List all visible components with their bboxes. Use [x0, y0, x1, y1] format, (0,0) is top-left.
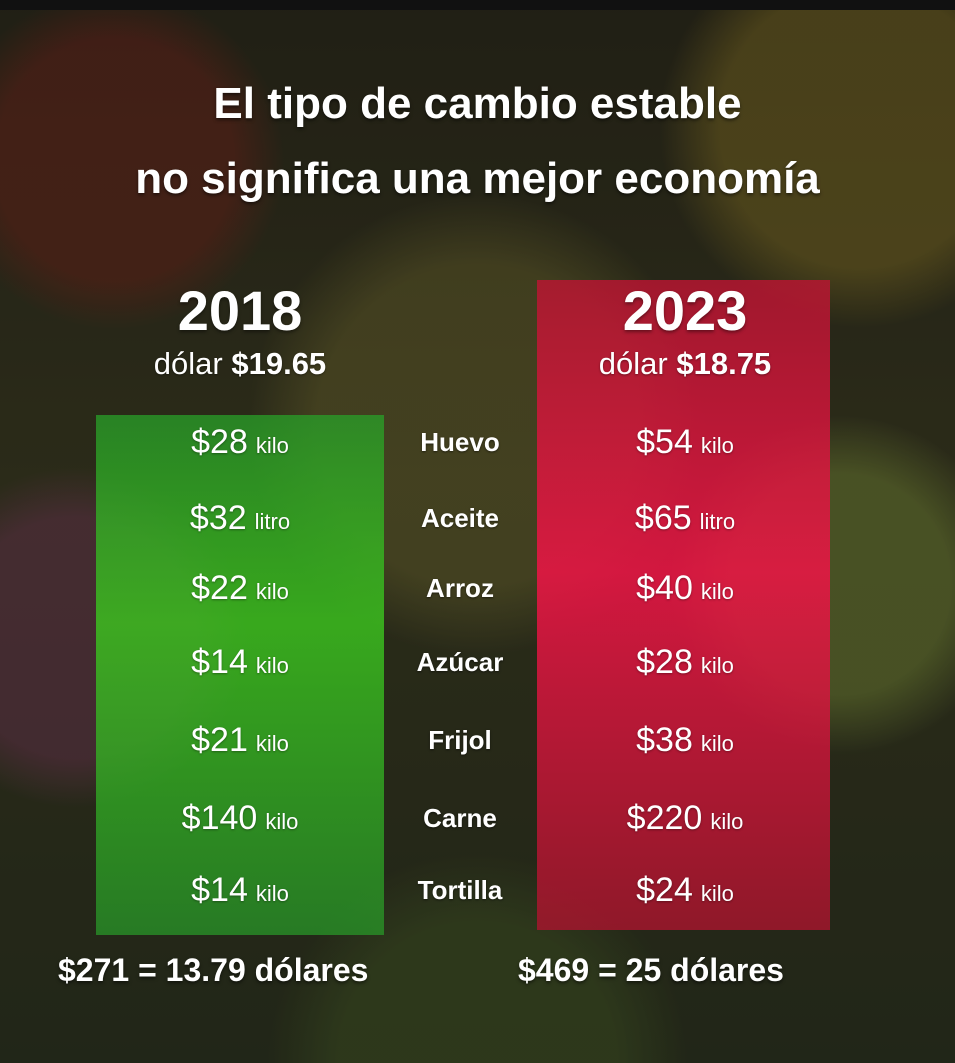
headline-line-2: no significa una mejor economía	[135, 154, 820, 203]
total-2018: $271 = 13.79 dólares	[58, 952, 369, 988]
green-2018-panel	[96, 415, 384, 935]
dollar-label: dólar	[153, 346, 223, 381]
price-amount: $220	[626, 799, 703, 837]
price-2018: $22 kilo	[80, 568, 400, 612]
price-2018: $21 kilo	[80, 720, 400, 764]
price-2018: $14 kilo	[80, 642, 400, 686]
price-2023: $54 kilo	[525, 422, 845, 466]
price-unit: kilo	[700, 579, 734, 604]
table-row: $14 kilo Azúcar $28 kilo	[0, 642, 955, 682]
price-2023: $24 kilo	[525, 870, 845, 914]
product-name: Tortilla	[417, 875, 503, 905]
price-unit: kilo	[700, 433, 734, 458]
price-unit: kilo	[710, 809, 744, 834]
price-2018: $14 kilo	[80, 870, 400, 914]
price-amount: $38	[636, 721, 693, 759]
price-2023: $220 kilo	[525, 798, 845, 842]
price-unit: kilo	[255, 881, 289, 906]
price-2023: $40 kilo	[525, 568, 845, 612]
dollar-value: $18.75	[676, 346, 772, 381]
price-amount: $40	[636, 569, 693, 607]
top-black-strip	[0, 0, 955, 10]
price-amount: $14	[191, 643, 248, 681]
table-row: $28 kilo Huevo $54 kilo	[0, 422, 955, 462]
price-unit: kilo	[255, 579, 289, 604]
product-name: Frijol	[428, 725, 492, 755]
price-2023: $38 kilo	[525, 720, 845, 764]
price-unit: kilo	[255, 731, 289, 756]
price-amount: $28	[636, 643, 693, 681]
price-2018: $140 kilo	[80, 798, 400, 842]
headline-line-1: El tipo de cambio estable	[213, 79, 742, 128]
price-unit: kilo	[700, 881, 734, 906]
price-unit: kilo	[700, 653, 734, 678]
price-unit: kilo	[255, 433, 289, 458]
table-row: $21 kilo Frijol $38 kilo	[0, 720, 955, 760]
price-2018: $32 litro	[80, 498, 400, 542]
product-name: Carne	[423, 803, 497, 833]
table-row: $140 kilo Carne $220 kilo	[0, 798, 955, 838]
price-amount: $54	[636, 423, 693, 461]
price-unit: kilo	[700, 731, 734, 756]
dollar-rate-2018: dólar $19.65	[80, 346, 400, 382]
total-2023: $469 = 25 dólares	[518, 952, 784, 988]
price-unit: litro	[699, 509, 736, 534]
table-row: $32 litro Aceite $65 litro	[0, 498, 955, 538]
dollar-rate-2023: dólar $18.75	[525, 346, 845, 382]
price-2018: $28 kilo	[80, 422, 400, 466]
product-name: Azúcar	[416, 647, 504, 677]
price-amount: $140	[181, 799, 258, 837]
product-name: Huevo	[420, 427, 500, 457]
price-amount: $14	[191, 871, 248, 909]
dollar-value: $19.65	[231, 346, 327, 381]
price-amount: $22	[191, 569, 248, 607]
price-2023: $65 litro	[525, 498, 845, 542]
price-unit: litro	[254, 509, 291, 534]
table-row: $14 kilo Tortilla $24 kilo	[0, 870, 955, 910]
table-row: $22 kilo Arroz $40 kilo	[0, 568, 955, 608]
price-amount: $32	[189, 499, 247, 537]
product-name: Arroz	[426, 573, 494, 603]
price-amount: $24	[636, 871, 693, 909]
year-2023-heading: 2023	[622, 279, 748, 342]
price-amount: $65	[634, 499, 692, 537]
price-unit: kilo	[255, 653, 289, 678]
price-amount: $21	[191, 721, 248, 759]
price-unit: kilo	[265, 809, 299, 834]
price-amount: $28	[191, 423, 248, 461]
dollar-label: dólar	[598, 346, 668, 381]
product-name: Aceite	[420, 503, 500, 533]
year-2018-heading: 2018	[177, 279, 303, 342]
red-2023-panel	[537, 280, 830, 930]
price-2023: $28 kilo	[525, 642, 845, 686]
